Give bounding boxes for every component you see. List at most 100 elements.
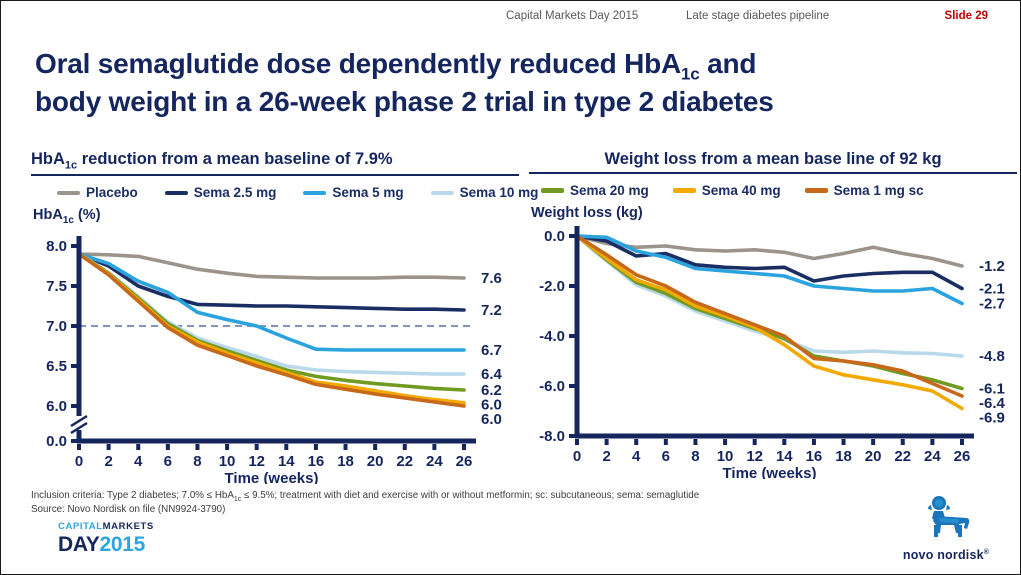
legend-label: Sema 20 mg	[570, 183, 649, 198]
slide-title-line1: Oral semaglutide dose dependently reduce…	[35, 48, 682, 79]
legend-item: Sema 2.5 mg	[164, 185, 277, 201]
legend-swatch	[430, 190, 454, 196]
x-tick-label: 2	[602, 448, 610, 465]
footnote: Inclusion criteria: Type 2 diabetes; 7.0…	[31, 490, 700, 516]
novo-nordisk-logo: novo nordisk®	[900, 495, 992, 562]
weight-chart-legend: Sema 20 mg Sema 40 mg Sema 1 mg sc	[541, 182, 1017, 199]
series-line-sema-2-5-mg	[77, 252, 466, 312]
x-tick-label: 16	[806, 448, 823, 465]
x-tick-label: 6	[164, 453, 172, 470]
legend-item: Sema 20 mg	[541, 183, 649, 198]
axis-break-slash	[70, 422, 88, 435]
hba1c-y-axis-title: HbA1c (%)	[33, 207, 101, 227]
x-tick-label: 6	[662, 448, 670, 465]
legend-label: Sema 40 mg	[701, 183, 781, 198]
x-tick-label: 18	[337, 453, 354, 470]
x-tick-label: 22	[894, 448, 911, 465]
x-tick-label: 14	[776, 448, 793, 465]
y-tick-label: -2.0	[539, 278, 565, 295]
x-tick-label: 12	[746, 448, 763, 465]
series-end-value-label: -2.1	[979, 281, 1005, 298]
x-axis-title: Time (weeks)	[723, 465, 817, 479]
series-end-value-label: 6.0	[481, 397, 502, 414]
legend-swatch	[57, 190, 80, 196]
series-line-sema-40-mg	[575, 234, 964, 411]
y-tick-label: 0.0	[46, 433, 67, 450]
y-tick-label: 7.0	[46, 318, 67, 335]
x-tick-label: 8	[691, 448, 699, 465]
x-tick-label: 0	[75, 453, 83, 470]
legend-swatch	[672, 188, 696, 193]
x-tick-label: 18	[835, 448, 852, 465]
hba1c-chart-legend: Placebo Sema 2.5 mg Sema 5 mg Sema 10 mg	[57, 184, 538, 201]
x-tick-label: 22	[396, 453, 413, 470]
y-tick-label: 7.5	[46, 278, 67, 295]
legend-label: Sema 2.5 mg	[193, 185, 277, 201]
x-tick-label: 4	[632, 448, 641, 465]
hba1c-chart-block: HbA1c reduction from a mean baseline of …	[31, 150, 538, 484]
legend-label: Sema 10 mg	[459, 185, 539, 201]
series-end-value-label: 6.2	[481, 382, 502, 399]
slide-number: Slide 29	[944, 10, 988, 22]
series-end-value-label: -1.2	[979, 258, 1005, 275]
weight-chart-block: Weight loss from a mean base line of 92 …	[529, 150, 1017, 484]
x-tick-label: 2	[104, 453, 112, 470]
x-tick-label: 8	[193, 453, 201, 470]
y-tick-label: -4.0	[539, 328, 565, 345]
legend-item: Sema 1 mg sc	[804, 183, 924, 198]
apis-bull-icon	[928, 496, 970, 537]
series-end-value-label: 6.7	[481, 342, 502, 359]
legend-swatch	[164, 190, 188, 196]
slide-header: Capital Markets Day 2015 Late stage diab…	[1, 10, 1020, 26]
legend-item: Sema 5 mg	[303, 185, 404, 200]
capital-markets-day-logo: CAPITALMARKETS DAY2015	[58, 521, 154, 556]
weight-line-chart: 0.0-2.0-4.0-6.0-8.00 2 4 6 8 10 12 14 16 18 20 22 24…	[539, 226, 1006, 479]
y-tick-label: -8.0	[539, 428, 565, 445]
slide-title-line1-end: and	[699, 48, 757, 79]
novo-nordisk-wordmark: novo nordisk®	[902, 548, 990, 562]
series-end-value-label: -6.9	[979, 410, 1005, 427]
slide-title: Oral semaglutide dose dependently reduce…	[35, 47, 965, 119]
charts-row: HbA1c reduction from a mean baseline of …	[31, 150, 1017, 484]
legend-item: Sema 10 mg	[430, 185, 539, 201]
y-tick-label: 6.0	[46, 398, 67, 415]
series-line-sema-1-mg-sc	[575, 234, 964, 398]
series-end-value-label: -6.4	[979, 395, 1006, 412]
x-tick-label: 10	[717, 448, 734, 465]
source-line: Source: Novo Nordisk on file (NN9924-379…	[31, 504, 226, 516]
x-tick-label: 4	[134, 453, 143, 470]
x-tick-label: 0	[573, 448, 581, 465]
series-end-value-label: -4.8	[979, 348, 1005, 365]
x-tick-label: 26	[456, 453, 473, 470]
x-tick-label: 24	[924, 448, 941, 465]
hba1c-line-chart: 8.07.57.06.56.00.00 2 4 6 8 10 12 14 16 18 20 22 24 2…	[46, 236, 503, 484]
series-end-value-label: 6.0	[481, 411, 502, 428]
x-tick-label: 10	[219, 453, 236, 470]
y-tick-label: 0.0	[544, 228, 565, 245]
axis-break-slash	[70, 415, 88, 428]
slide-title-subscript: 1c	[681, 64, 700, 84]
x-axis-title: Time (weeks)	[225, 470, 319, 484]
series-end-value-label: 7.6	[481, 270, 502, 287]
x-tick-label: 16	[308, 453, 325, 470]
series-line-sema-5-mg	[77, 252, 466, 352]
legend-item: Sema 40 mg	[672, 183, 781, 198]
series-line-placebo	[575, 234, 964, 268]
hba1c-chart-title: HbA1c reduction from a mean baseline of …	[31, 150, 519, 177]
series-end-value-label: -6.1	[979, 381, 1005, 398]
header-event-title: Capital Markets Day 2015	[506, 10, 639, 22]
slide-title-line2: body weight in a 26-week phase 2 trial i…	[35, 85, 774, 117]
y-tick-label: 8.0	[46, 238, 67, 255]
series-line-sema-1-mg-sc	[77, 252, 466, 408]
header-section-title: Late stage diabetes pipeline	[686, 10, 830, 22]
series-line-placebo	[77, 252, 466, 280]
series-line-sema-5-mg	[575, 234, 964, 306]
y-tick-label: 6.5	[46, 358, 67, 375]
legend-label: Sema 1 mg sc	[833, 183, 924, 198]
series-end-value-label: -2.7	[979, 296, 1005, 313]
y-tick-label: -6.0	[539, 378, 565, 395]
series-line-sema-2-5-mg	[575, 234, 964, 291]
legend-item: Placebo	[57, 185, 138, 200]
weight-y-axis-title: Weight loss (kg)	[531, 205, 643, 221]
axis-break-gap	[76, 416, 82, 431]
